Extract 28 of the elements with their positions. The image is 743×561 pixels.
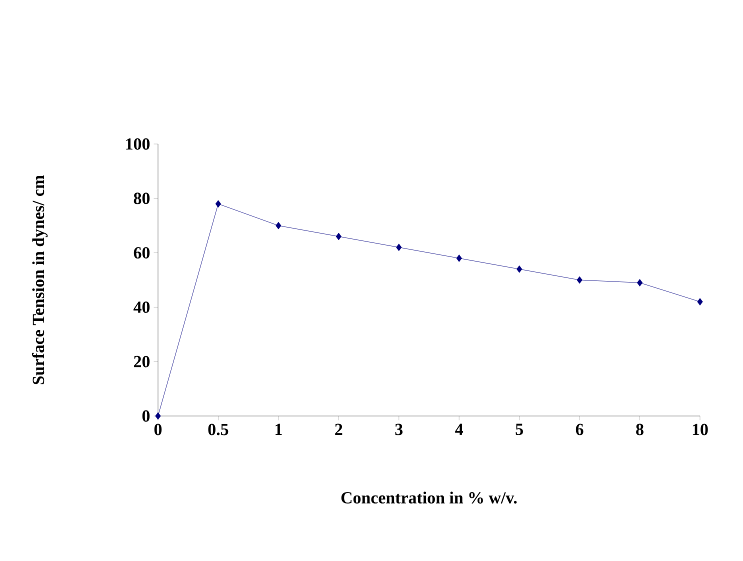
point [636, 279, 643, 286]
y-tick-label: 100 [126, 138, 150, 150]
y-tick-label: 80 [134, 192, 150, 204]
point [276, 222, 282, 230]
x-tick-label: 6 [576, 424, 584, 436]
x-tick-label: 1 [276, 424, 282, 435]
point [215, 200, 222, 208]
point [456, 254, 462, 262]
x-axis-title: Concentration in % w/v. [341, 492, 517, 504]
point [155, 412, 161, 420]
x-tick-label: 2 [335, 424, 342, 435]
point [576, 276, 582, 284]
x-tick-label: 0.5 [208, 424, 228, 436]
x-tick-label: 4 [455, 424, 464, 435]
y-tick-label: 60 [134, 247, 150, 259]
x-tick-label: 10 [692, 424, 708, 436]
x-tick-label: 3 [395, 424, 403, 436]
x-tick-label: 8 [636, 424, 644, 436]
point [336, 232, 342, 240]
point [697, 298, 703, 306]
y-tick-label: 20 [134, 356, 150, 368]
x-tick-label: 5 [516, 424, 523, 436]
point [516, 265, 522, 273]
point [396, 244, 402, 252]
y-axis-title: Surface Tension in dynes/ cm [32, 175, 48, 384]
x-tick-label: 0 [154, 424, 162, 436]
y-tick-label: 0 [142, 410, 150, 422]
y-tick-label: 40 [134, 301, 150, 313]
